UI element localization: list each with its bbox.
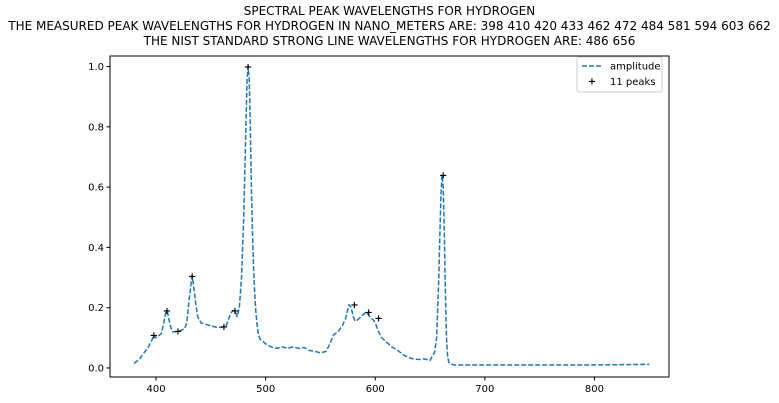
chart-subtitle-nist: THE NIST STANDARD STRONG LINE WAVELENGTH… bbox=[143, 34, 636, 48]
peak-marker: + bbox=[244, 62, 252, 73]
x-tick-label: 400 bbox=[146, 384, 165, 395]
legend: amplitude + 11 peaks bbox=[576, 56, 663, 93]
peak-marker: + bbox=[163, 306, 171, 317]
plot-area: +++++++++++ bbox=[133, 62, 650, 366]
chart-subtitle-measured: THE MEASURED PEAK WAVELENGTHS FOR HYDROG… bbox=[8, 19, 771, 33]
peak-marker: + bbox=[220, 322, 228, 333]
y-tick-label: 0.0 bbox=[88, 363, 104, 374]
legend-label-amplitude: amplitude bbox=[610, 62, 661, 73]
peak-marker: + bbox=[174, 327, 182, 338]
x-tick-label: 800 bbox=[585, 384, 604, 395]
y-tick-label: 0.2 bbox=[88, 303, 104, 314]
y-tick-label: 0.8 bbox=[88, 122, 104, 133]
plot-frame bbox=[109, 55, 670, 378]
y-tick-label: 0.4 bbox=[88, 243, 104, 254]
peak-marker: + bbox=[439, 171, 447, 182]
axes: 400 500 600 700 800 0.0 0.2 0.4 0.6 0.8 1.0 bbox=[88, 55, 670, 395]
peak-marker: + bbox=[150, 330, 158, 341]
peak-marker: + bbox=[364, 308, 372, 319]
chart-titles: SPECTRAL PEAK WAVELENGTHS FOR HYDROGEN T… bbox=[0, 4, 779, 49]
y-tick-label: 1.0 bbox=[88, 62, 104, 73]
series-line-amplitude bbox=[133, 65, 650, 366]
x-tick-label: 600 bbox=[366, 384, 385, 395]
x-tick-label: 500 bbox=[256, 384, 275, 395]
legend-marker-swatch: + bbox=[588, 77, 596, 88]
peak-marker: + bbox=[374, 314, 382, 325]
peak-marker: + bbox=[188, 272, 196, 283]
x-tick-label: 700 bbox=[475, 384, 494, 395]
peak-marker: + bbox=[231, 306, 239, 317]
chart-title: SPECTRAL PEAK WAVELENGTHS FOR HYDROGEN bbox=[243, 4, 536, 18]
y-tick-label: 0.6 bbox=[88, 183, 104, 194]
peak-marker: + bbox=[350, 300, 358, 311]
legend-label-peaks: 11 peaks bbox=[610, 77, 656, 88]
